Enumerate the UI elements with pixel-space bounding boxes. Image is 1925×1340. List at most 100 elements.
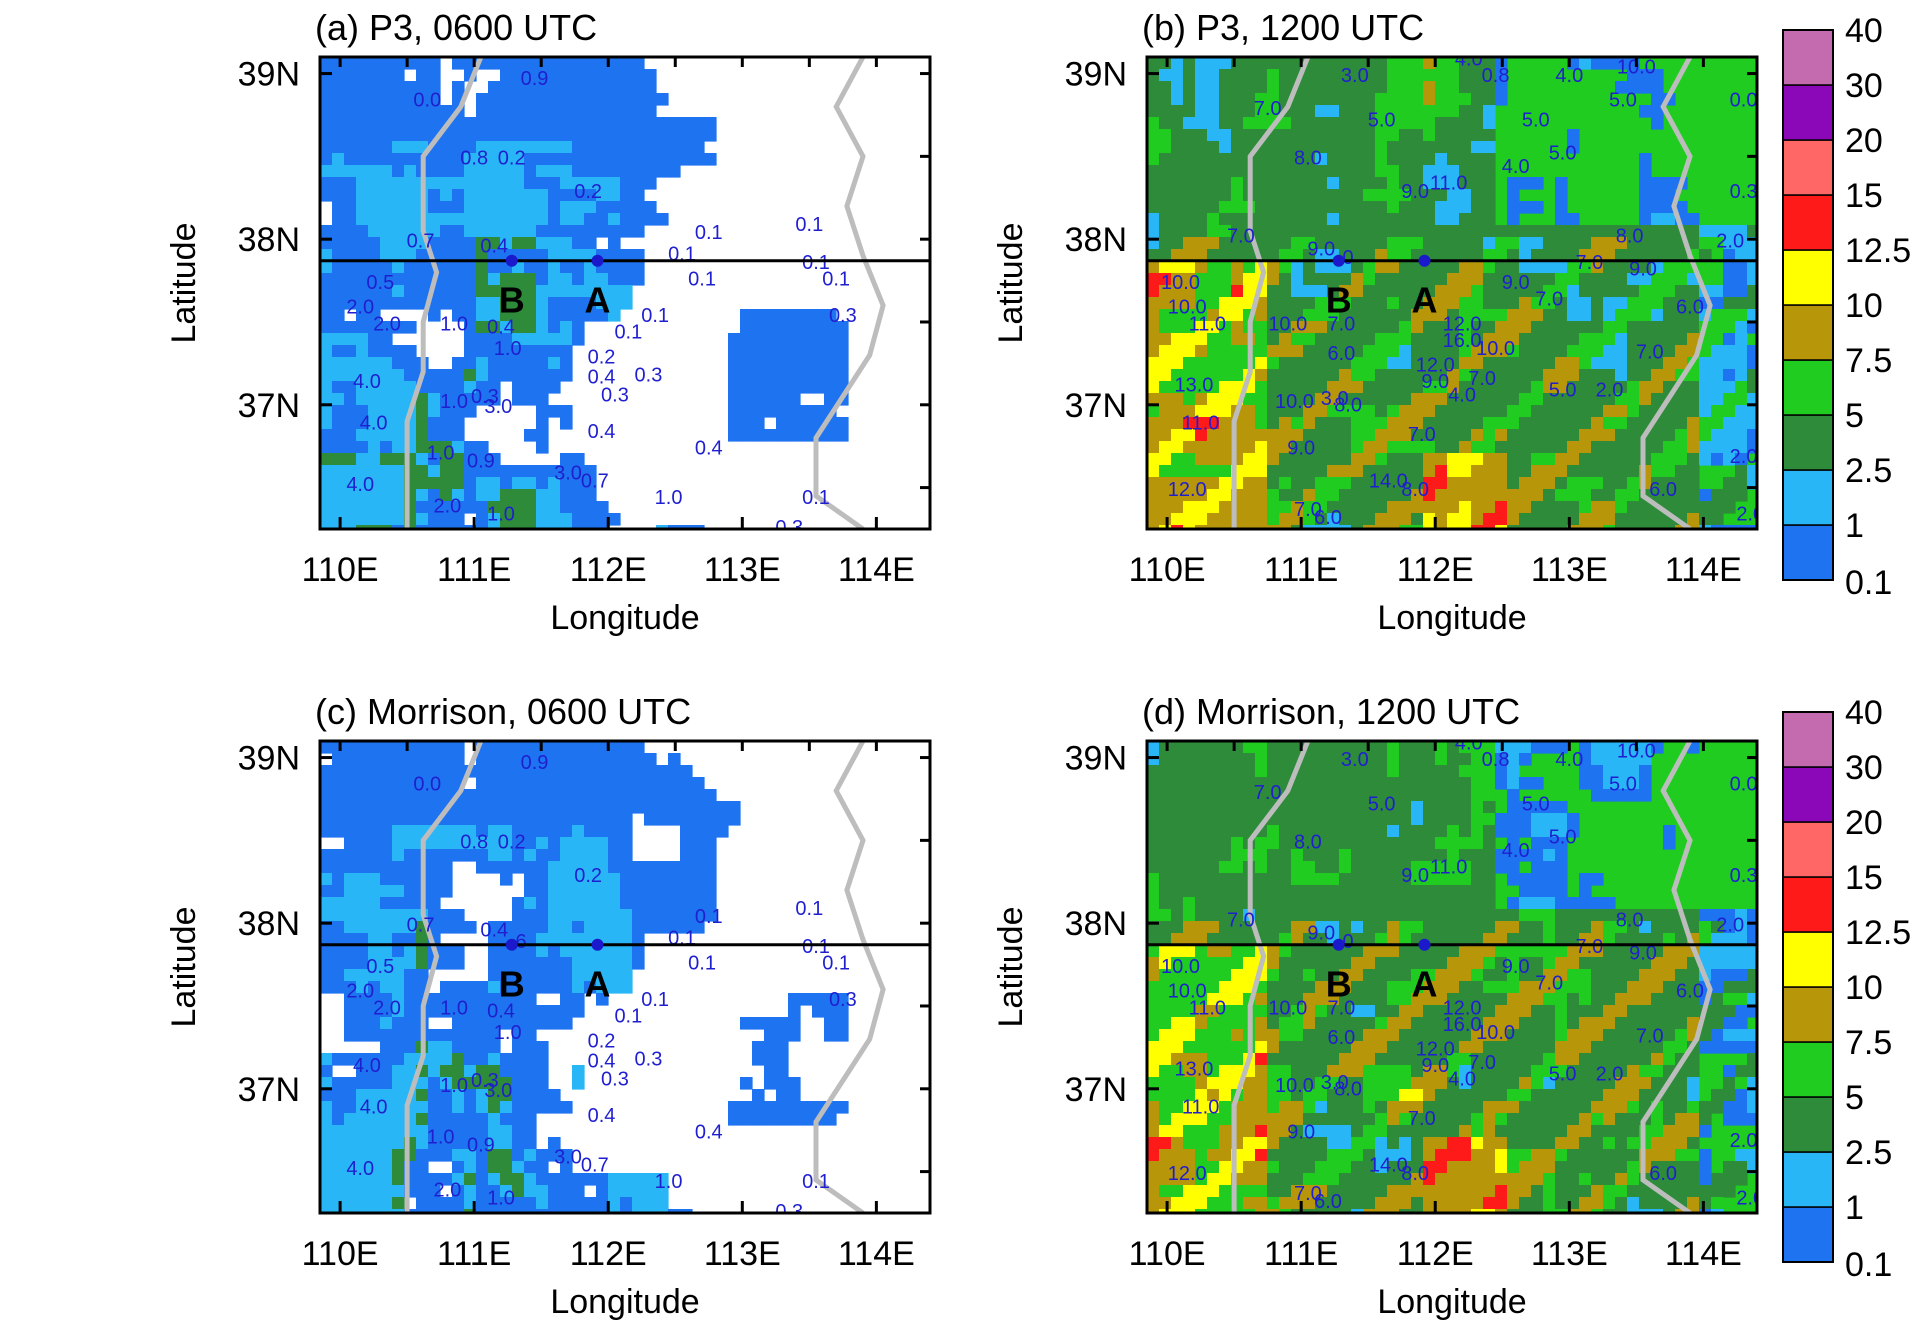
station-b-marker bbox=[1332, 938, 1345, 951]
obs-value: 1.0 bbox=[655, 487, 683, 509]
obs-value: 4.0 bbox=[1555, 65, 1583, 87]
obs-value: 1.0 bbox=[494, 1022, 522, 1044]
colorbar-tick-label: 2.5 bbox=[1845, 1134, 1892, 1172]
obs-value: 6.0 bbox=[1314, 507, 1342, 529]
obs-value: 1.0 bbox=[427, 1126, 455, 1148]
colorbar-tick-label: 1 bbox=[1845, 1189, 1864, 1227]
x-tick-label: 112E bbox=[570, 551, 647, 589]
colorbar-tick-label: 30 bbox=[1845, 67, 1883, 105]
obs-value: 4.0 bbox=[1502, 840, 1530, 862]
colorbar-swatch bbox=[1782, 304, 1834, 361]
obs-value: 4.0 bbox=[1502, 156, 1530, 178]
x-tick-label: 114E bbox=[1665, 551, 1742, 589]
obs-value: 5.0 bbox=[1368, 110, 1396, 132]
colorbar-tick-label: 10 bbox=[1845, 969, 1883, 1007]
colorbar-tick-label: 7.5 bbox=[1845, 1024, 1892, 1062]
obs-value: 0.7 bbox=[407, 230, 435, 252]
obs-value: 9.0 bbox=[1502, 956, 1530, 978]
obs-value: 7.0 bbox=[1408, 424, 1436, 446]
obs-value: 10.0 bbox=[1275, 1075, 1314, 1097]
panel-a: 0.90.00.8 0.20.20.7 0.4 0.10.1 0.10.10.10.10… bbox=[165, 7, 932, 637]
obs-value: 0.1 bbox=[802, 936, 830, 958]
obs-value: 0.8 bbox=[1482, 65, 1510, 87]
colorbar-tick-label: 5 bbox=[1845, 397, 1864, 435]
x-tick-label: 111E bbox=[437, 551, 511, 589]
obs-value: 5.0 bbox=[1522, 794, 1550, 816]
panel-c: 0.90.00.8 0.20.20.7 0.46 0.10.1 0.10.10.10.1… bbox=[165, 691, 932, 1321]
x-tick-label: 111E bbox=[1264, 551, 1338, 589]
obs-value: 10.0 bbox=[1275, 391, 1314, 413]
y-axis-label: Latitude bbox=[992, 223, 1030, 344]
obs-value: 11.0 bbox=[1182, 413, 1219, 435]
obs-value: 2.0 bbox=[1730, 446, 1758, 468]
obs-value: 0.3 bbox=[775, 1201, 803, 1223]
obs-value: 2.0 bbox=[433, 495, 461, 517]
colorbar-swatch bbox=[1782, 986, 1834, 1043]
obs-value: 10.0 bbox=[1268, 997, 1307, 1019]
x-tick-label: 110E bbox=[1129, 551, 1206, 589]
obs-value: 12.0 bbox=[1416, 1039, 1455, 1061]
station-b-label: B bbox=[1326, 964, 1352, 1005]
obs-value: 0.3 bbox=[635, 365, 663, 387]
obs-value: 0.3 bbox=[829, 305, 857, 327]
x-tick-label: 112E bbox=[1397, 551, 1474, 589]
x-tick-label: 114E bbox=[838, 1235, 915, 1273]
obs-value: 0.1 bbox=[822, 953, 850, 975]
y-axis-label: Latitude bbox=[165, 223, 203, 344]
obs-value: 8.0 bbox=[1616, 909, 1644, 931]
panel-title: (b) P3, 1200 UTC bbox=[1142, 7, 1424, 48]
station-a-marker bbox=[591, 938, 604, 951]
obs-value: 9.0 bbox=[1401, 181, 1429, 203]
y-tick-label: 38N bbox=[1065, 905, 1127, 943]
colorbar-tick-label: 1 bbox=[1845, 507, 1864, 545]
station-a-marker bbox=[591, 254, 604, 267]
obs-value: 0.3 bbox=[471, 1070, 499, 1092]
obs-value: 10.0 bbox=[1168, 297, 1207, 319]
obs-value: 4.0 bbox=[1448, 1068, 1476, 1090]
x-tick-label: 110E bbox=[302, 551, 379, 589]
plot-frame bbox=[318, 55, 932, 531]
obs-value: 0.2 bbox=[574, 181, 602, 203]
obs-value: 0.4 bbox=[480, 919, 508, 941]
obs-value: 0.0 bbox=[413, 774, 441, 796]
obs-value: 7.0 bbox=[1576, 252, 1604, 274]
obs-value: 12.0 bbox=[1168, 479, 1207, 501]
obs-value: 0.0 bbox=[413, 90, 441, 112]
colorbar-tick-label: 2.5 bbox=[1845, 452, 1892, 490]
obs-value: 3.0 bbox=[1321, 1072, 1349, 1094]
panel-title: (c) Morrison, 0600 UTC bbox=[315, 691, 691, 732]
obs-value: 10.0 bbox=[1476, 338, 1515, 360]
x-tick-label: 114E bbox=[1665, 1235, 1742, 1273]
obs-value: 0.3 bbox=[635, 1049, 663, 1071]
obs-value: 9.0 bbox=[1401, 865, 1429, 887]
station-a-marker bbox=[1418, 938, 1431, 951]
x-tick-label: 110E bbox=[1129, 1235, 1206, 1273]
station-b-marker bbox=[1332, 254, 1345, 267]
obs-value: 6.0 bbox=[1327, 343, 1355, 365]
obs-value: 6.0 bbox=[1676, 297, 1704, 319]
obs-value: 1.0 bbox=[655, 1171, 683, 1193]
obs-value: 0.4 bbox=[588, 366, 616, 388]
obs-value: 0.1 bbox=[614, 322, 642, 344]
station-a-label: A bbox=[585, 280, 611, 321]
colorbar-tick-label: 0.1 bbox=[1845, 1246, 1892, 1284]
x-tick-label: 112E bbox=[570, 1235, 647, 1273]
obs-value: 0.1 bbox=[802, 487, 830, 509]
colorbar-tick-label: 7.5 bbox=[1845, 342, 1892, 380]
obs-value: 5.0 bbox=[1549, 380, 1577, 402]
obs-value: 5.0 bbox=[1609, 774, 1637, 796]
station-b-marker bbox=[505, 938, 518, 951]
obs-value: 4.0 bbox=[1555, 749, 1583, 771]
obs-value: 5.0 bbox=[1549, 827, 1577, 849]
obs-value: 14.0 bbox=[1369, 471, 1408, 493]
obs-value: 10.0 bbox=[1476, 1022, 1515, 1044]
y-tick-label: 39N bbox=[238, 56, 300, 94]
colorbar-tick-label: 15 bbox=[1845, 177, 1883, 215]
colorbar-swatch bbox=[1782, 1151, 1834, 1208]
obs-value: 0.3 bbox=[1730, 865, 1758, 887]
obs-value: 9.0 bbox=[1629, 943, 1657, 965]
boundary-east bbox=[813, 741, 886, 1213]
obs-value: 6 bbox=[516, 931, 527, 953]
obs-value: 7.0 bbox=[1636, 1025, 1664, 1047]
